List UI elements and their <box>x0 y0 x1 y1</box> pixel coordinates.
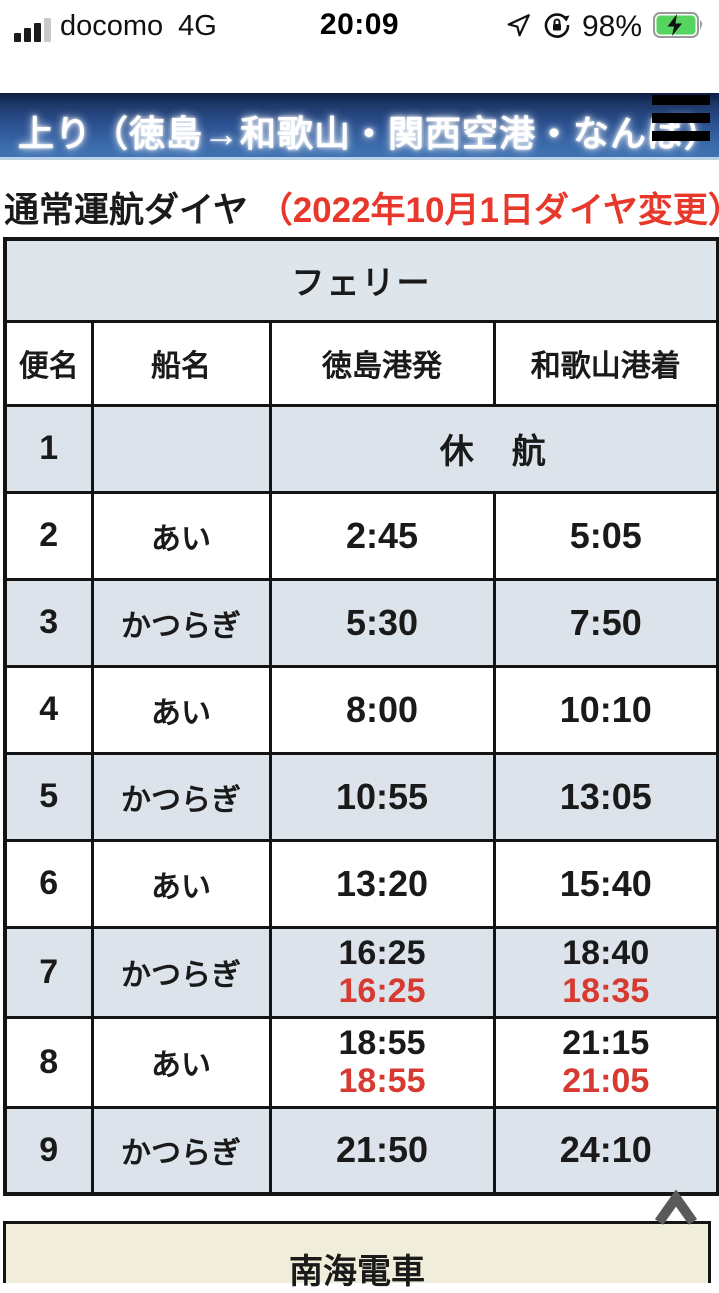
time-primary: 21:15 <box>562 1023 650 1062</box>
scroll-to-top-button[interactable] <box>654 1189 698 1230</box>
cell-ship: あい <box>90 664 272 755</box>
cell-no: 3 <box>3 577 94 668</box>
hamburger-menu-icon[interactable] <box>652 95 710 149</box>
time-primary: 18:40 <box>562 933 650 972</box>
cell-ship: かつらぎ <box>90 925 272 1019</box>
table-row: 9 かつらぎ 21:50 24:10 <box>3 1105 719 1196</box>
cell-ship: かつらぎ <box>90 1105 272 1196</box>
cell-arrival: 21:15 21:05 <box>492 1015 719 1109</box>
network-type-label: 4G <box>178 10 217 42</box>
battery-percent-label: 98% <box>581 10 642 43</box>
cell-no: 4 <box>3 664 94 755</box>
col-header-train-no: 便名 <box>3 319 94 407</box>
cell-no: 7 <box>3 925 94 1019</box>
time-revised: 18:55 <box>338 1062 426 1100</box>
cell-departure: 16:25 16:25 <box>268 925 496 1019</box>
cell-departure: 5:30 <box>268 577 496 668</box>
nankai-section-title: 南海電車 <box>289 1253 425 1291</box>
cell-no: 5 <box>3 751 94 842</box>
cell-arrival: 10:10 <box>492 664 719 755</box>
clock-label: 20:09 <box>319 8 400 41</box>
table-title-row: フェリー <box>3 237 719 323</box>
table-row: 7 かつらぎ 16:25 16:25 18:40 18:35 <box>3 925 719 1019</box>
cell-departure: 2:45 <box>268 490 496 581</box>
cellular-signal-icon <box>14 18 51 42</box>
time-revised: 16:25 <box>338 972 426 1010</box>
nankai-section: 南海電車 <box>3 1221 711 1291</box>
status-left: docomo 4G <box>14 12 217 42</box>
cell-departure: 8:00 <box>268 664 496 755</box>
table-row: 1 休 航 <box>3 403 719 494</box>
col-header-arrival: 和歌山港着 <box>492 319 719 407</box>
cell-ship: あい <box>90 490 272 581</box>
page-header: 上り（徳島→和歌山・関西空港・なんば） <box>0 93 719 160</box>
cell-ship <box>90 403 272 494</box>
table-row: 5 かつらぎ 10:55 13:05 <box>3 751 719 842</box>
table-row: 8 あい 18:55 18:55 21:15 21:05 <box>3 1015 719 1109</box>
cell-ship: あい <box>90 838 272 929</box>
table-row: 4 あい 8:00 10:10 <box>3 664 719 755</box>
notice-highlight: （2022年10月1日ダイヤ変更） <box>257 191 719 230</box>
cell-arrival: 5:05 <box>492 490 719 581</box>
status-bar: docomo 4G 20:09 98% <box>0 0 719 50</box>
carrier-label: docomo <box>60 10 164 42</box>
cell-departure: 13:20 <box>268 838 496 929</box>
orientation-lock-icon <box>543 11 571 44</box>
cell-departure: 18:55 18:55 <box>268 1015 496 1109</box>
cell-suspended: 休 航 <box>268 403 719 494</box>
column-header-row: 便名 船名 徳島港発 和歌山港着 <box>3 319 719 407</box>
table-row: 2 あい 2:45 5:05 <box>3 490 719 581</box>
cell-no: 6 <box>3 838 94 929</box>
cell-arrival: 7:50 <box>492 577 719 668</box>
schedule-notice: 通常運航ダイヤ （2022年10月1日ダイヤ変更） <box>4 182 719 233</box>
time-revised: 21:05 <box>562 1062 650 1100</box>
status-right: 98% <box>506 10 705 44</box>
time-primary: 16:25 <box>338 933 426 972</box>
table-row: 3 かつらぎ 5:30 7:50 <box>3 577 719 668</box>
cell-ship: かつらぎ <box>90 751 272 842</box>
time-primary: 18:55 <box>338 1023 426 1062</box>
table-row: 6 あい 13:20 15:40 <box>3 838 719 929</box>
cell-ship: あい <box>90 1015 272 1109</box>
col-header-departure: 徳島港発 <box>268 319 496 407</box>
cell-no: 2 <box>3 490 94 581</box>
cell-arrival: 13:05 <box>492 751 719 842</box>
time-revised: 18:35 <box>562 972 650 1010</box>
location-arrow-icon <box>506 12 532 43</box>
cell-arrival: 18:40 18:35 <box>492 925 719 1019</box>
cell-no: 9 <box>3 1105 94 1196</box>
table-title: フェリー <box>3 237 719 323</box>
ferry-timetable: フェリー 便名 船名 徳島港発 和歌山港着 1 休 航 2 あい 2:45 5:… <box>3 237 719 1196</box>
cell-departure: 21:50 <box>268 1105 496 1196</box>
notice-prefix: 通常運航ダイヤ <box>4 191 248 230</box>
col-header-ship: 船名 <box>90 319 272 407</box>
cell-no: 1 <box>3 403 94 494</box>
battery-charging-icon <box>653 11 705 44</box>
cell-arrival: 24:10 <box>492 1105 719 1196</box>
cell-departure: 10:55 <box>268 751 496 842</box>
cell-arrival: 15:40 <box>492 838 719 929</box>
cell-ship: かつらぎ <box>90 577 272 668</box>
chevron-up-icon <box>654 1189 698 1225</box>
cell-no: 8 <box>3 1015 94 1109</box>
page-title: 上り（徳島→和歌山・関西空港・なんば） <box>18 113 719 154</box>
